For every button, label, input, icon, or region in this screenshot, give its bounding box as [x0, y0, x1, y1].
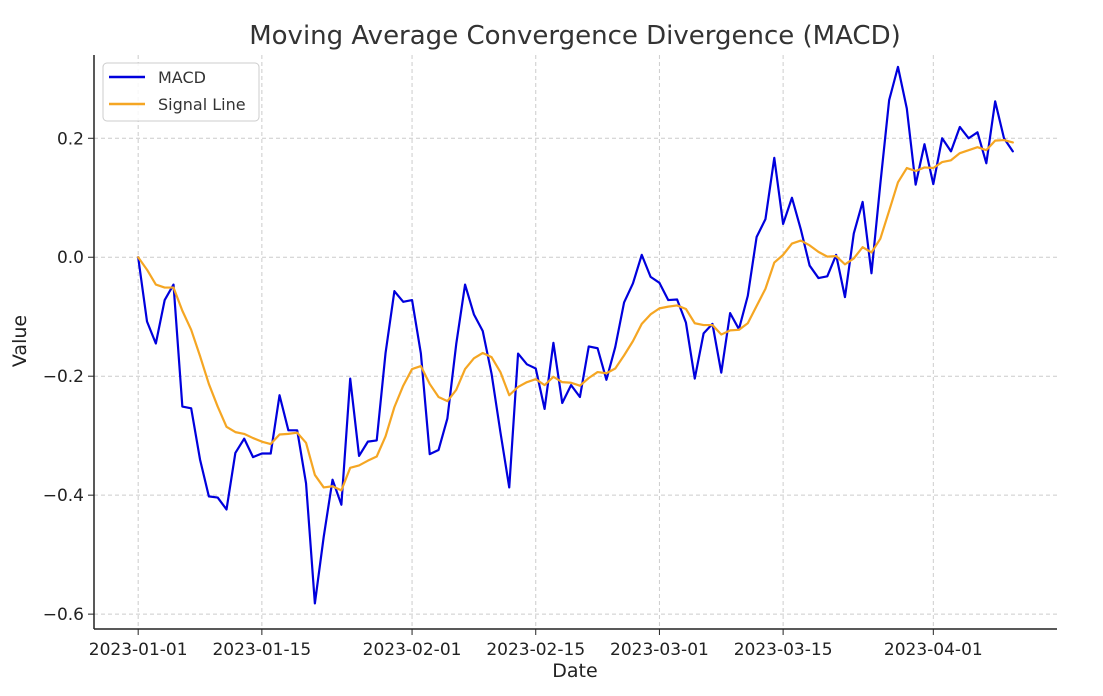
x-tick-label: 2023-02-15 [486, 640, 585, 660]
x-tick-label: 2023-03-15 [734, 640, 833, 660]
chart-title: Moving Average Convergence Divergence (M… [249, 21, 901, 51]
y-tick-label: −0.2 [43, 367, 84, 387]
legend-signal-label: Signal Line [158, 95, 246, 114]
y-tick-label: −0.6 [43, 605, 84, 625]
y-tick-label: 0.2 [57, 129, 84, 149]
x-tick-label: 2023-01-01 [89, 640, 188, 660]
legend: MACD Signal Line [102, 62, 260, 122]
y-tick-label: 0.0 [57, 248, 84, 268]
y-axis-label: Value [9, 315, 31, 367]
x-tick-label: 2023-03-01 [610, 640, 709, 660]
x-axis-label: Date [552, 660, 597, 682]
series-layer [137, 65, 1014, 605]
x-tick-label: 2023-04-01 [884, 640, 983, 660]
macd-series-line [137, 65, 1014, 605]
y-tick-label: −0.4 [43, 486, 84, 506]
x-tick-label: 2023-01-15 [212, 640, 311, 660]
grid [94, 55, 1057, 629]
legend-macd-label: MACD [158, 68, 206, 87]
signal-series-line [137, 138, 1014, 492]
x-tick-label: 2023-02-01 [363, 640, 462, 660]
axes: −0.6 −0.4 −0.2 0.0 0.2 2023-01-01 2023-01-15 20… [43, 55, 1057, 660]
